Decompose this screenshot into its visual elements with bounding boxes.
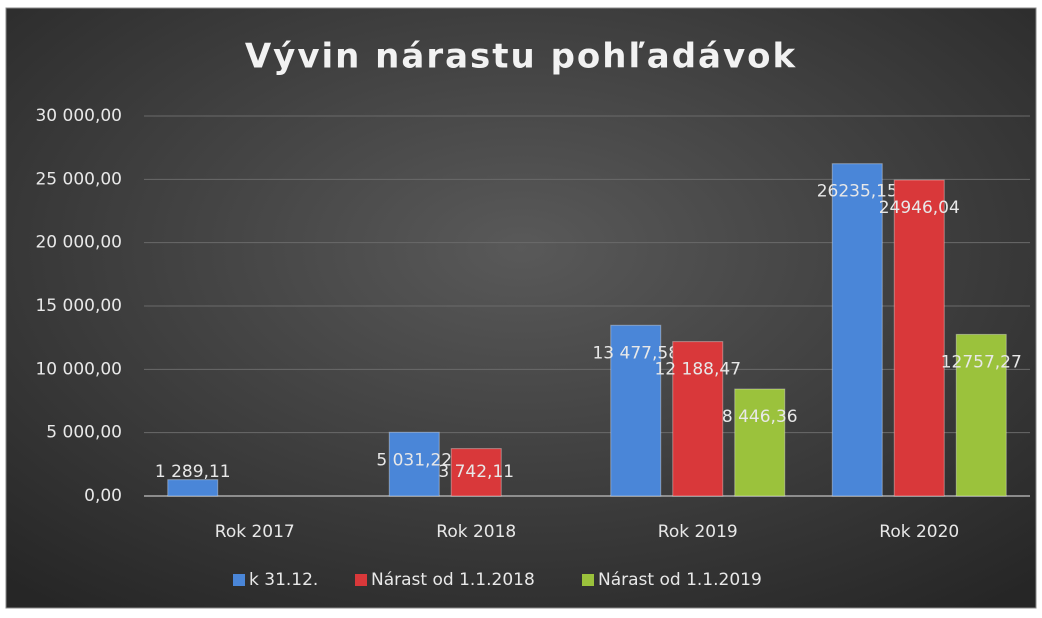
y-tick-label: 5 000,00 (46, 423, 122, 443)
legend-label: k 31.12. (249, 570, 318, 590)
chart-title: Vývin nárastu pohľadávok (245, 37, 797, 77)
data-label: 12757,27 (941, 352, 1022, 372)
legend-swatch (233, 574, 245, 586)
data-label: 1 289,11 (155, 462, 231, 482)
bar (610, 324, 662, 497)
data-label: 12 188,47 (654, 360, 741, 380)
y-tick-label: 0,00 (84, 486, 122, 506)
legend-label: Nárast od 1.1.2018 (371, 570, 535, 590)
data-label: 13 477,58 (592, 343, 679, 363)
bar (672, 341, 724, 497)
legend-swatch (355, 574, 367, 586)
data-label: 8 446,36 (722, 407, 798, 427)
y-tick-label: 15 000,00 (35, 296, 122, 316)
y-tick-label: 25 000,00 (35, 169, 122, 189)
bar (450, 448, 502, 497)
x-tick-label: Rok 2017 (215, 522, 295, 542)
bar (388, 431, 440, 497)
bar (167, 479, 219, 497)
x-tick-label: Rok 2019 (658, 522, 738, 542)
bar (893, 179, 945, 497)
data-label: 3 742,11 (438, 462, 514, 482)
bar (955, 333, 1007, 497)
legend-swatch (582, 574, 594, 586)
y-tick-label: 20 000,00 (35, 233, 122, 253)
y-tick-label: 30 000,00 (35, 106, 122, 126)
data-label: 24946,04 (879, 198, 960, 218)
data-label: 26235,15 (817, 182, 898, 202)
legend-label: Nárast od 1.1.2019 (598, 570, 762, 590)
data-label: 5 031,22 (376, 450, 452, 470)
x-tick-label: Rok 2018 (436, 522, 516, 542)
bar (831, 163, 883, 497)
x-tick-label: Rok 2020 (879, 522, 959, 542)
bar (734, 388, 786, 497)
y-tick-label: 10 000,00 (35, 359, 122, 379)
